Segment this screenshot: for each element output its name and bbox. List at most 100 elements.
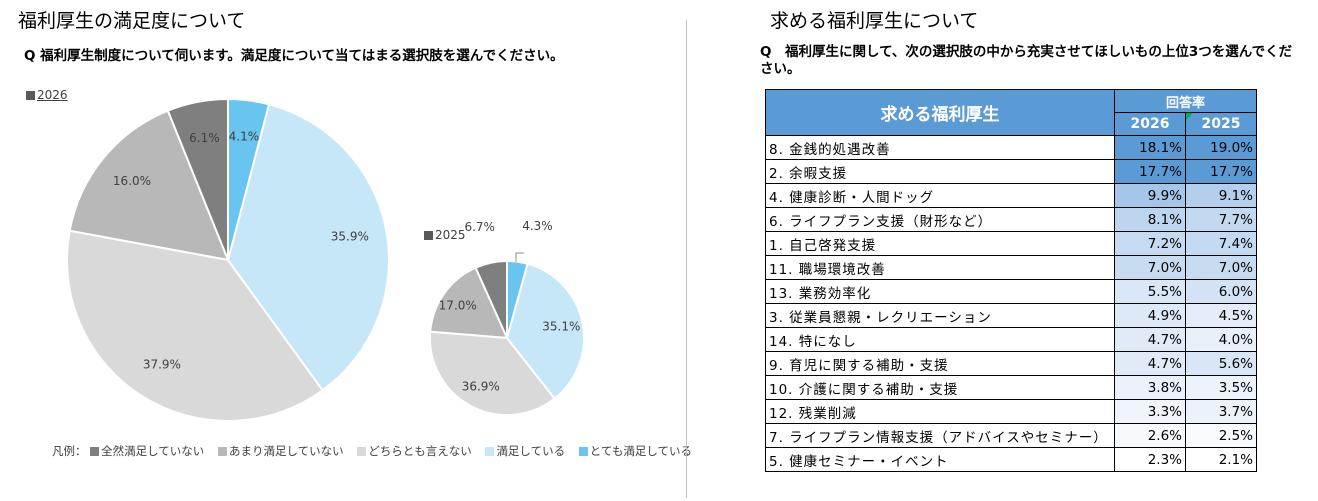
pie-2026-label-0: 6.1% xyxy=(189,131,220,145)
rate-2025-cell: 3.7% xyxy=(1185,399,1257,424)
benefit-item-cell: 3. 従業員懇親・レクリエーション xyxy=(765,303,1115,328)
pie-2026-label-1: 16.0% xyxy=(113,174,151,188)
right-section-title: 求める福利厚生について xyxy=(770,10,979,32)
pie-2025: 6.7% 17.0% 36.9% 35.1% 4.3% xyxy=(429,219,585,416)
legend-label: 全然満足していない xyxy=(101,444,205,458)
pie-2025-label-3: 35.1% xyxy=(542,320,580,334)
rate-2026-cell: 3.3% xyxy=(1114,399,1186,424)
benefit-item-cell: 5. 健康セミナー・イベント xyxy=(765,447,1115,472)
rate-2025-cell: 3.5% xyxy=(1185,375,1257,400)
rate-2026-cell: 4.7% xyxy=(1114,351,1186,376)
satisfaction-pie-charts: 6.1% 16.0% 37.9% 35.9% 4.1% 6.7% 17.0% 36.9% 35… xyxy=(66,97,585,422)
legend-item-satisfied: 満足している xyxy=(485,444,565,458)
satisfaction-question: Q 福利厚生制度について伺います。満足度について当てはまる選択肢を選んでください… xyxy=(24,48,564,64)
benefit-item-cell: 10. 介護に関する補助・支援 xyxy=(765,375,1115,400)
rate-2026-cell: 4.9% xyxy=(1114,303,1186,328)
pie-2025-slice-1 xyxy=(429,266,509,340)
table-row: 11. 職場環境改善 7.0% 7.0% xyxy=(765,255,1257,280)
benefit-item-cell: 4. 健康診断・人間ドッグ xyxy=(765,183,1115,208)
rate-2026-cell: 17.7% xyxy=(1114,159,1186,184)
table-row: 5. 健康セミナー・イベント 2.3% 2.1% xyxy=(765,447,1257,472)
legend-label: とても満足している xyxy=(589,444,692,458)
legend-label: あまり満足していない xyxy=(228,444,344,458)
table-row: 9. 育児に関する補助・支援 4.7% 5.6% xyxy=(765,351,1257,376)
table-year-header-row: 2026 2025 xyxy=(766,112,1257,136)
table-row: 8. 金銭的処遇改善 18.1% 19.0% xyxy=(765,135,1257,160)
pie-2026-label-3: 35.9% xyxy=(331,230,369,244)
pie-2026-slice-2 xyxy=(66,229,325,422)
rate-2025-cell: 19.0% xyxy=(1185,135,1257,160)
rate-2026-cell: 2.6% xyxy=(1114,423,1186,448)
panel-divider xyxy=(686,20,687,498)
rate-2026-cell: 18.1% xyxy=(1114,135,1186,160)
rate-2026-cell: 3.8% xyxy=(1114,375,1186,400)
rate-2025-cell: 2.1% xyxy=(1185,447,1257,472)
pie-2026: 6.1% 16.0% 37.9% 35.9% 4.1% xyxy=(66,97,390,422)
pie-2025-label-0: 6.7% xyxy=(464,220,495,234)
legend-label: どちらとも言えない xyxy=(368,444,472,458)
rate-2026-cell: 4.7% xyxy=(1114,327,1186,352)
pie-2026-slice-1 xyxy=(68,109,230,262)
year-marker-icon xyxy=(424,231,433,240)
table-row: 2. 余暇支援 17.7% 17.7% xyxy=(765,159,1257,184)
rate-2025-cell: 7.0% xyxy=(1185,255,1257,280)
header-2026: 2026 xyxy=(1114,112,1186,136)
rate-2025-cell: 4.5% xyxy=(1185,303,1257,328)
cell-comment-flag-icon xyxy=(1186,113,1193,120)
rate-2026-cell: 8.1% xyxy=(1114,207,1186,232)
pie-2025-slice-3 xyxy=(505,262,585,400)
table-row: 3. 従業員懇親・レクリエーション 4.9% 4.5% xyxy=(765,303,1257,328)
legend-swatch xyxy=(485,447,495,456)
rate-2025-cell: 2.5% xyxy=(1185,423,1257,448)
header-desired-benefits: 求める福利厚生 xyxy=(765,89,1115,136)
table-row: 13. 業務効率化 5.5% 6.0% xyxy=(765,279,1257,304)
pie-2025-title: 2025 xyxy=(435,228,466,242)
rate-2026-cell: 2.3% xyxy=(1114,447,1186,472)
pie-2025-label-2: 36.9% xyxy=(462,379,500,393)
legend-swatch xyxy=(90,447,100,456)
rate-2025-cell: 9.1% xyxy=(1185,183,1257,208)
rate-2025-cell: 17.7% xyxy=(1185,159,1257,184)
legend-item-not-very-satisfied: あまり満足していない xyxy=(217,444,344,458)
benefit-item-cell: 9. 育児に関する補助・支援 xyxy=(765,351,1115,376)
table-row: 7. ライフプラン情報支援（アドバイスやセミナー） 2.6% 2.5% xyxy=(765,423,1257,448)
table-row: 4. 健康診断・人間ドッグ 9.9% 9.1% xyxy=(765,183,1257,208)
pie-2025-label-1: 17.0% xyxy=(439,298,477,312)
legend-item-not-satisfied-at-all: 全然満足していない xyxy=(90,444,204,458)
table-row: 12. 残業削減 3.3% 3.7% xyxy=(765,399,1257,424)
table-row: 10. 介護に関する補助・支援 3.8% 3.5% xyxy=(765,375,1257,400)
table-row: 14. 特になし 4.7% 4.0% xyxy=(765,327,1257,352)
benefits-question: Q 福利厚生に関して、次の選択肢の中から充実させてほしいもの上位3つを選んでくだ… xyxy=(760,44,1293,77)
benefit-item-cell: 11. 職場環境改善 xyxy=(765,255,1115,280)
legend-label: 満足している xyxy=(496,444,566,458)
rate-2026-cell: 9.9% xyxy=(1114,183,1186,208)
rate-2025-cell: 5.6% xyxy=(1185,351,1257,376)
benefit-item-cell: 6. ライフプラン支援（財形など） xyxy=(765,207,1115,232)
left-section-title: 福利厚生の満足度について xyxy=(18,10,246,32)
rate-2025-cell: 6.0% xyxy=(1185,279,1257,304)
legend-prefix: 凡例： xyxy=(52,444,87,458)
rate-2026-cell: 7.0% xyxy=(1114,255,1186,280)
pie-2025-leader-line xyxy=(515,252,524,262)
pie-legend: 凡例： 全然満足していない あまり満足していない どちらとも言えない 満足してい… xyxy=(52,443,702,459)
header-response-rate: 回答率 xyxy=(1114,89,1257,113)
pie-2026-slice-3 xyxy=(226,103,390,392)
pie-2026-label-4: 4.1% xyxy=(229,130,260,144)
benefit-item-cell: 1. 自己啓発支援 xyxy=(765,231,1115,256)
table-row: 6. ライフプラン支援（財形など） 8.1% 7.7% xyxy=(765,207,1257,232)
pie-2025-slice-2 xyxy=(429,330,556,416)
benefit-item-cell: 13. 業務効率化 xyxy=(765,279,1115,304)
legend-item-very-satisfied: とても満足している xyxy=(578,444,692,458)
year-marker-icon xyxy=(26,91,35,100)
rate-2026-cell: 7.2% xyxy=(1114,231,1186,256)
benefit-item-cell: 8. 金銭的処遇改善 xyxy=(765,135,1115,160)
benefit-item-cell: 14. 特になし xyxy=(765,327,1115,352)
pie-2026-label-2: 37.9% xyxy=(143,357,181,371)
table-row: 1. 自己啓発支援 7.2% 7.4% xyxy=(765,231,1257,256)
desired-benefits-table: 求める福利厚生 回答率 2026 2025 8. 金銭的処遇改善 18.1% 19.… xyxy=(765,89,1257,472)
pie-2026-year-label: 2026 xyxy=(26,88,68,102)
header-2026-label: 2026 xyxy=(1130,116,1170,132)
legend-item-neutral: どちらとも言えない xyxy=(357,444,472,458)
benefit-item-cell: 2. 余暇支援 xyxy=(765,159,1115,184)
header-2025: 2025 xyxy=(1185,112,1257,136)
